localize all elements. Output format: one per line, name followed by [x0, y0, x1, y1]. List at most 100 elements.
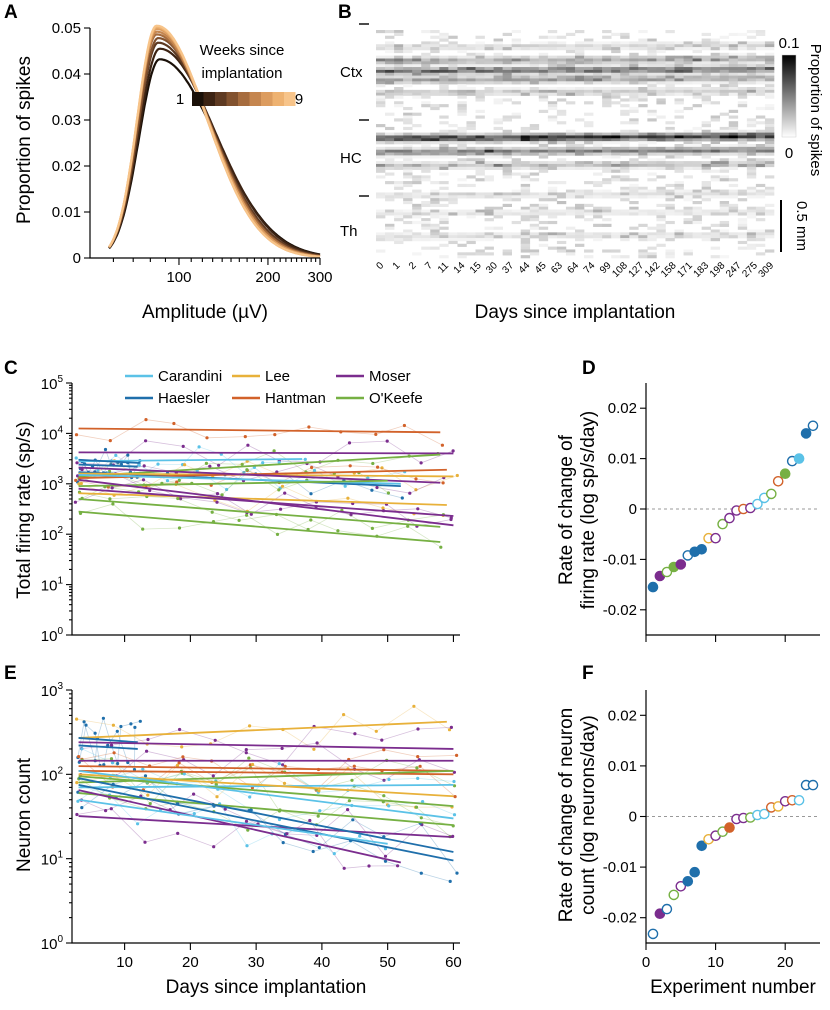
heatmap-cell	[520, 47, 531, 51]
heatmap-cell	[457, 92, 467, 96]
heatmap-cell	[376, 30, 386, 34]
raw-trace	[80, 503, 442, 548]
data-point	[315, 741, 319, 745]
heatmap-cell	[593, 212, 603, 216]
heatmap-cell	[430, 44, 440, 48]
heatmap-cell	[647, 232, 657, 236]
heatmap-cell	[448, 132, 458, 136]
heatmap-cell	[728, 195, 739, 199]
heatmap-cell	[719, 135, 730, 139]
heatmap-cell	[638, 166, 648, 170]
heatmap-cell	[556, 121, 567, 125]
heatmap-cell	[629, 209, 639, 213]
heatmap-cell	[547, 146, 558, 150]
heatmap-cell	[584, 161, 594, 165]
heatmap-cell	[538, 52, 549, 56]
heatmap-cell	[692, 135, 702, 139]
heatmap-cell	[547, 235, 558, 239]
heatmap-cell	[701, 212, 711, 216]
heatmap-cell	[647, 172, 657, 176]
heatmap-cell	[565, 132, 576, 136]
heatmap-cell	[439, 47, 449, 51]
heatmap-cell	[475, 232, 485, 236]
panel-f-xlabel: Experiment number	[650, 977, 816, 998]
heatmap-cell	[719, 209, 730, 213]
heatmap-cell	[656, 212, 666, 216]
heatmap-cell	[602, 41, 612, 45]
heatmap-cell	[638, 75, 648, 79]
heatmap-cell	[448, 198, 458, 202]
heatmap-cell	[728, 129, 739, 133]
heatmap-cell	[502, 172, 512, 176]
heatmap-cell	[629, 98, 639, 102]
heatmap-cell	[683, 69, 693, 74]
heatmap-cell	[584, 203, 594, 207]
data-point	[74, 478, 78, 482]
heatmap-cell	[755, 75, 766, 79]
heatmap-cell	[692, 81, 702, 85]
heatmap-cell	[484, 64, 494, 68]
heatmap-cell	[710, 255, 721, 259]
heatmap-cell	[385, 161, 395, 165]
heatmap-cell	[421, 201, 431, 205]
heatmap-cell	[728, 178, 739, 182]
heatmap-cell	[511, 78, 522, 82]
heatmap-cell	[538, 198, 549, 202]
heatmap-cell	[764, 138, 775, 142]
colorbar-swatch	[203, 92, 215, 106]
heatmap-cell	[656, 75, 666, 79]
heatmap-cell	[602, 218, 612, 222]
legend-label: Carandini	[158, 368, 222, 385]
heatmap-cell	[593, 44, 603, 48]
data-point	[215, 492, 220, 496]
heatmap-cell	[665, 209, 675, 213]
x-tick-label: 309	[757, 260, 777, 280]
heatmap-cell	[674, 195, 684, 199]
heatmap-cell	[593, 172, 603, 176]
data-point	[374, 432, 378, 436]
data-point	[402, 423, 406, 428]
heatmap-cell	[385, 141, 395, 145]
heatmap-cell	[484, 67, 494, 71]
heatmap-cell	[430, 30, 440, 34]
heatmap-cell	[611, 87, 621, 91]
heatmap-cell	[701, 47, 711, 51]
y-tick-exponent: 5	[57, 374, 63, 385]
x-tick-label: 1	[391, 260, 403, 272]
heatmap-cell	[412, 95, 422, 99]
heatmap-cell	[538, 169, 549, 173]
heatmap-cell	[629, 201, 639, 205]
heatmap-cell	[620, 138, 630, 142]
heatmap-cell	[520, 183, 531, 188]
heatmap-cell	[710, 246, 721, 250]
heatmap-cell	[629, 138, 639, 142]
heatmap-cell	[403, 232, 413, 236]
heatmap-cell	[430, 232, 440, 236]
heatmap-cell	[412, 175, 422, 179]
heatmap-cell	[629, 61, 639, 65]
heatmap-cell	[394, 32, 404, 36]
data-point	[106, 743, 110, 748]
x-tick-label: 0	[642, 954, 650, 971]
data-point	[332, 852, 336, 856]
heatmap-cell	[466, 72, 476, 76]
heatmap-cell	[502, 195, 512, 199]
heatmap-cell	[448, 152, 458, 156]
heatmap-cell	[511, 44, 522, 48]
heatmap-cell	[556, 192, 567, 196]
raw-trace	[81, 469, 389, 499]
heatmap-cell	[611, 178, 621, 182]
heatmap-cell	[629, 72, 639, 76]
heatmap-cell	[376, 155, 386, 159]
heatmap-cell	[728, 67, 739, 71]
x-tick-label: 45	[533, 260, 549, 276]
heatmap-cell	[412, 155, 422, 159]
heatmap-cell	[665, 220, 675, 225]
heatmap-cell	[448, 92, 458, 96]
data-point	[408, 491, 412, 495]
heatmap-cell	[466, 44, 476, 48]
data-point	[310, 465, 314, 470]
heatmap-cell	[728, 138, 739, 142]
heatmap-cell	[701, 67, 711, 71]
heatmap-cell	[457, 238, 467, 242]
